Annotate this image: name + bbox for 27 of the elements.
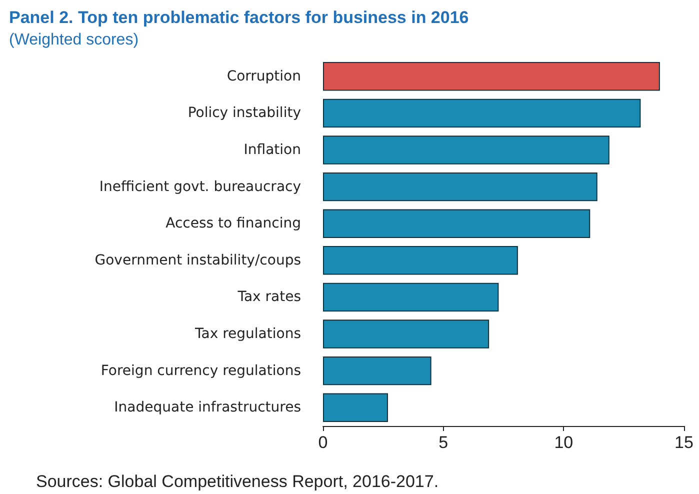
- y-tick-label: Corruption: [226, 68, 301, 84]
- bar: [323, 136, 610, 164]
- x-tick-label: 0: [318, 433, 328, 452]
- y-tick-label: Tax rates: [236, 289, 301, 306]
- bar: [323, 98, 641, 128]
- bar: [323, 172, 598, 202]
- y-tick-label: Inflation: [244, 142, 301, 158]
- x-tick-label: 5: [438, 433, 448, 452]
- text: (Weighted scores): [9, 32, 139, 48]
- x-tick-label: 10: [554, 433, 574, 452]
- y-tick-label: Inefficient govt. bureaucracy: [99, 178, 301, 195]
- bar: [323, 62, 660, 91]
- y-tick-label: Government instability/coups: [94, 252, 301, 268]
- y-tick-label: Foreign currency regulations: [100, 362, 301, 379]
- y-tick-label: Inadequate infrastructures: [114, 400, 301, 416]
- chart-title: Panel 2. Top ten problematic factors for business in 2016: [9, 8, 469, 27]
- bar: [323, 320, 490, 348]
- source-note: Sources: Global Competitiveness Report, 2016-2017.: [36, 472, 439, 491]
- bar: [323, 209, 590, 238]
- y-tick-label: Access to financing: [166, 216, 301, 232]
- y-tick-label: Tax regulations: [194, 326, 301, 342]
- x-tick-label: 15: [674, 433, 694, 452]
- bar: [323, 393, 388, 422]
- bar: [323, 246, 518, 275]
- y-tick-label: Policy instability: [188, 105, 301, 122]
- bar: [323, 356, 432, 386]
- bar: [323, 282, 499, 312]
